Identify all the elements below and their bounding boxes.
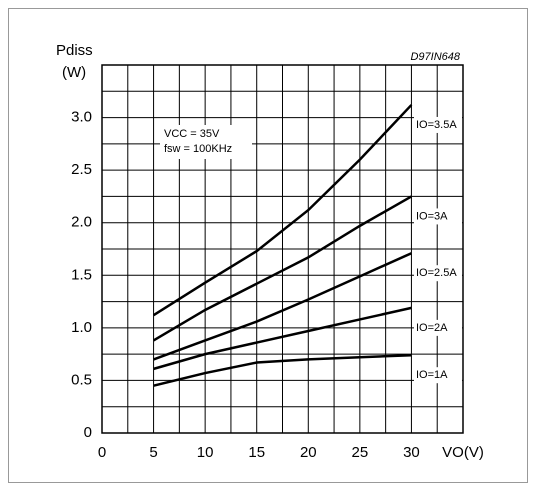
x-tick-label: 5	[149, 444, 157, 461]
outer-border	[8, 8, 528, 483]
annotation-bg	[160, 125, 252, 159]
x-tick-label: 25	[352, 444, 369, 461]
series-line	[153, 306, 412, 371]
series-line	[152, 195, 413, 342]
y-tick-label: 0.5	[71, 371, 92, 388]
figure-code: D97IN648	[410, 51, 460, 63]
series-label-bg	[414, 319, 462, 336]
y-tick-label: 0	[84, 424, 92, 441]
series-label: IO=3.5A	[416, 119, 457, 131]
series-line	[152, 104, 413, 317]
y-tick-label: 1.0	[71, 319, 92, 336]
series-label-bg	[414, 265, 462, 282]
series-line	[153, 353, 412, 387]
series-label-bg	[414, 367, 462, 384]
series-label: IO=2.5A	[416, 267, 457, 279]
x-tick-label: 20	[300, 444, 317, 461]
x-tick-label: 10	[197, 444, 214, 461]
x-tick-label: 0	[98, 444, 106, 461]
series-line	[153, 252, 412, 361]
annotation: VCC = 35V	[164, 128, 220, 140]
plot-frame	[101, 64, 464, 434]
series-label-bg	[414, 116, 462, 133]
y-tick-label: 2.5	[71, 161, 92, 178]
y-axis-label: Pdiss	[56, 42, 93, 59]
series-label: IO=3A	[416, 210, 448, 222]
series-label: IO=1A	[416, 369, 448, 381]
y-axis-unit: (W)	[62, 64, 86, 81]
y-tick-label: 2.0	[71, 214, 92, 231]
series-label: IO=2A	[416, 322, 448, 334]
x-tick-label: 30	[403, 444, 420, 461]
series-label-bg	[414, 208, 462, 225]
x-axis-label: VO(V)	[442, 444, 484, 461]
y-tick-label: 1.5	[71, 266, 92, 283]
y-tick-label: 3.0	[71, 109, 92, 126]
annotation: fsw = 100KHz	[164, 143, 232, 155]
x-tick-label: 15	[248, 444, 265, 461]
